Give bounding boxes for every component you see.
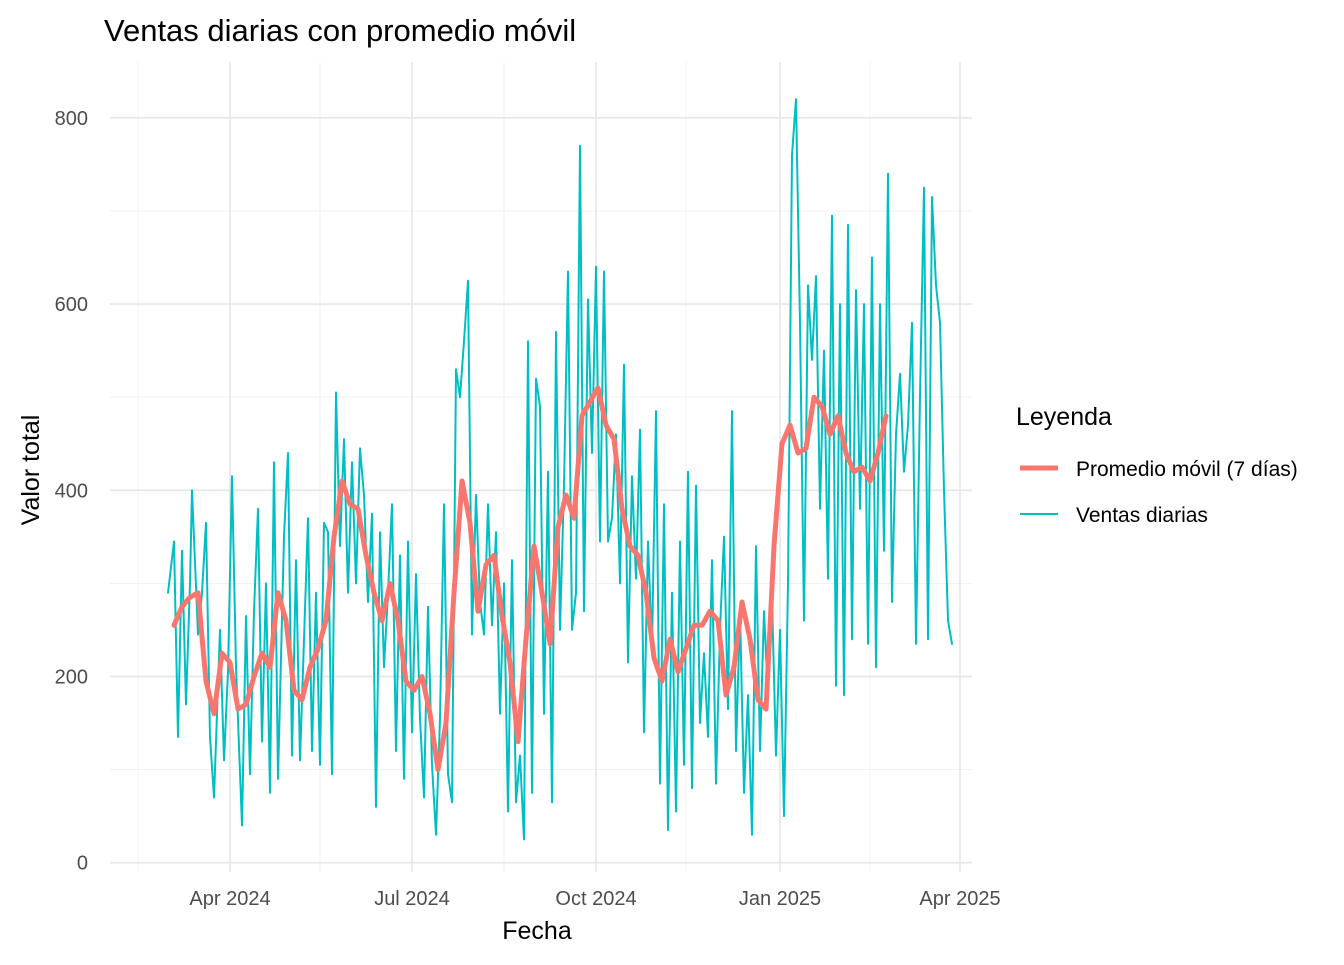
- y-tick-label: 0: [77, 853, 88, 875]
- legend-label: Ventas diarias: [1076, 504, 1208, 527]
- y-axis-title: Valor total: [17, 415, 45, 526]
- legend-title: Leyenda: [1016, 403, 1112, 431]
- legend-items: Promedio móvil (7 días) Ventas diarias: [1020, 458, 1298, 527]
- y-tick-label: 800: [55, 108, 88, 130]
- y-tick-labels: 0 200 400 600 800: [55, 108, 88, 875]
- legend-label: Promedio móvil (7 días): [1076, 458, 1298, 481]
- chart-title: Ventas diarias con promedio móvil: [104, 13, 576, 48]
- series-line-promedio-movil: [171, 385, 889, 773]
- x-tick-label: Oct 2024: [555, 888, 636, 910]
- x-tick-label: Jan 2025: [739, 888, 821, 910]
- x-tick-labels: Apr 2024 Jul 2024 Oct 2024 Jan 2025 Apr 2025: [189, 888, 1000, 910]
- y-tick-label: 400: [55, 480, 88, 502]
- series-line-ventas-diarias: [167, 98, 953, 841]
- series-layer: [167, 98, 953, 841]
- y-tick-label: 600: [55, 294, 88, 316]
- x-tick-label: Apr 2024: [189, 888, 270, 910]
- y-tick-label: 200: [55, 666, 88, 688]
- x-tick-label: Apr 2025: [919, 888, 1000, 910]
- x-tick-label: Jul 2024: [374, 888, 450, 910]
- legend: Leyenda Promedio móvil (7 días) Ventas di…: [1016, 403, 1298, 527]
- x-axis-title: Fecha: [502, 917, 572, 945]
